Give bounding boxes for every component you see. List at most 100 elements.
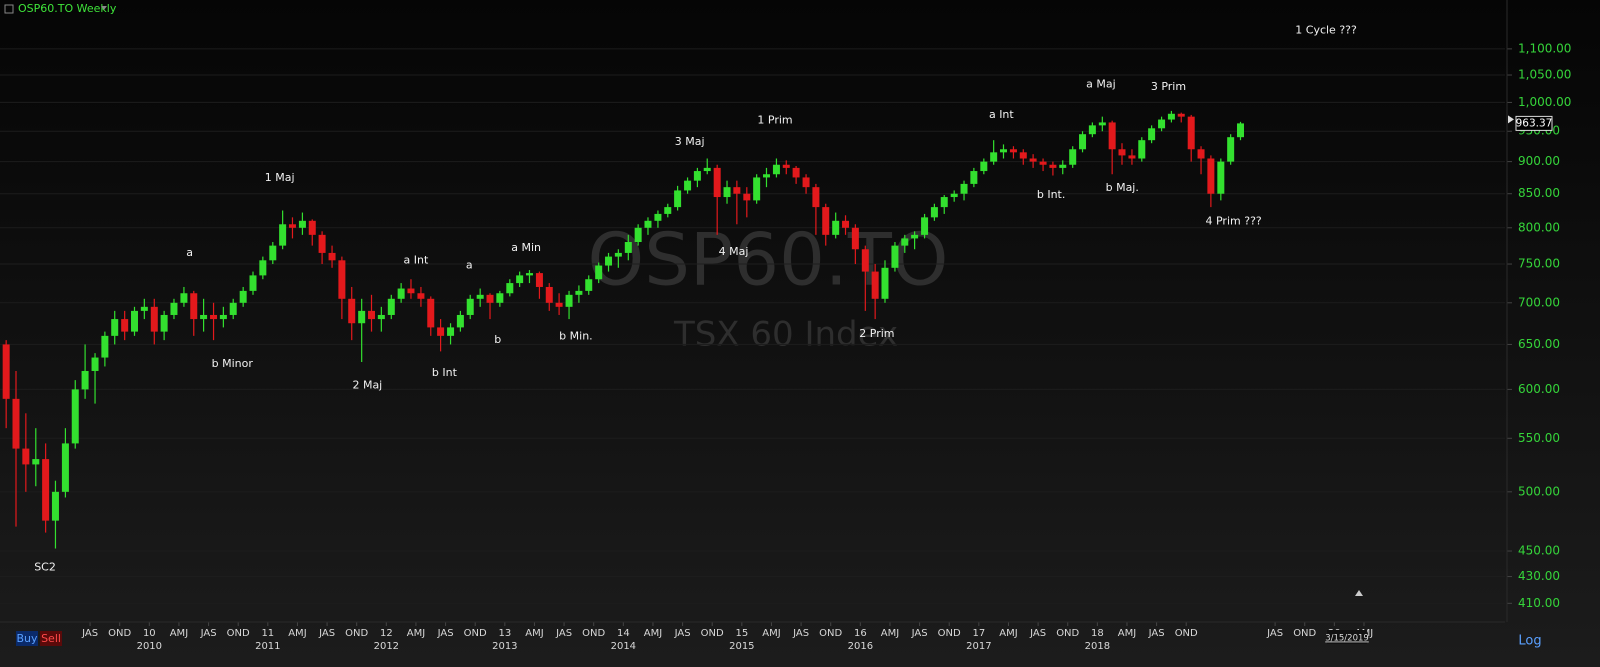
candle-body <box>496 293 504 303</box>
candle-body <box>328 252 336 261</box>
candle-body <box>1128 155 1136 159</box>
annotation: a Int <box>989 108 1014 121</box>
y-tick-label: 550.00 <box>1518 431 1560 445</box>
candle-body <box>229 302 237 315</box>
buy-button[interactable]: Buy <box>16 632 38 645</box>
candle-body <box>565 294 573 307</box>
candle-body <box>160 314 168 332</box>
x-tick-label: JAS <box>1266 628 1283 639</box>
y-tick-label: 450.00 <box>1518 544 1560 558</box>
last-price-pointer <box>1508 115 1514 124</box>
candle-body <box>753 177 761 201</box>
candle-body <box>990 152 998 162</box>
candle-body <box>634 227 642 243</box>
x-tick-label: AMJ <box>407 628 425 639</box>
scroll-marker[interactable] <box>1355 590 1363 596</box>
y-tick-label: 700.00 <box>1518 295 1560 309</box>
candle-body <box>466 298 474 315</box>
candle-body <box>1039 161 1047 165</box>
last-date: 3/15/2019 <box>1325 634 1369 644</box>
y-tick-label: 1,100.00 <box>1518 41 1571 55</box>
candle-body <box>713 167 721 198</box>
candle-body <box>1069 149 1077 165</box>
candle-body <box>210 314 218 320</box>
candle-body <box>348 298 356 324</box>
candle-body <box>1079 134 1087 150</box>
sell-button[interactable]: Sell <box>41 632 61 645</box>
candle-body <box>960 183 968 194</box>
candle-body <box>131 310 139 332</box>
x-tick-label: 12 <box>380 628 393 639</box>
candle-body <box>654 213 662 221</box>
candle-body <box>111 319 119 336</box>
candle-body <box>1177 113 1185 117</box>
candle-body <box>42 459 50 521</box>
x-tick-label: JAS <box>555 628 572 639</box>
candle-body <box>32 459 40 465</box>
candle-body <box>762 174 770 178</box>
x-tick-label: 10 <box>143 628 156 639</box>
y-tick-label: 800.00 <box>1518 220 1560 234</box>
candle-body <box>516 275 524 284</box>
candle-body <box>575 290 583 295</box>
scale-button[interactable]: Log <box>1518 634 1541 649</box>
candle-body <box>417 293 425 299</box>
labels: 410.00 430.00 450.00 500.00 550.00 600.00 650.… <box>34 23 1571 652</box>
chart-title[interactable]: OSP60.TO Weekly <box>18 2 117 15</box>
x-tick-label: OND <box>582 628 605 639</box>
x-tick-label: AMJ <box>644 628 662 639</box>
x-tick-label: AMJ <box>525 628 543 639</box>
candle-body <box>407 288 415 294</box>
candle-body <box>930 207 938 218</box>
candle-body <box>822 207 830 235</box>
x-tick-label: 13 <box>498 628 511 639</box>
candle-body <box>1236 123 1244 138</box>
x-year-label: 2014 <box>611 641 636 652</box>
candle-body <box>595 265 603 280</box>
sell-button-bg[interactable] <box>40 631 62 646</box>
candle-body <box>259 260 267 276</box>
candle-body <box>318 234 326 253</box>
x-year-label: 2012 <box>374 641 399 652</box>
candle-body <box>456 314 464 328</box>
x-tick-label: AMJ <box>288 628 306 639</box>
candle-body <box>1158 119 1166 129</box>
candles <box>2 110 1244 549</box>
annotation: b Int <box>432 366 458 379</box>
candle-body <box>1049 164 1057 168</box>
y-tick-label: 900.00 <box>1518 154 1560 168</box>
y-tick-label: 1,050.00 <box>1518 68 1571 82</box>
candle-body <box>377 314 385 320</box>
candle-body <box>743 193 751 201</box>
x-tick-label: OND <box>1175 628 1198 639</box>
x-tick-label: OND <box>1056 628 1079 639</box>
candle-body <box>1108 122 1116 150</box>
candle-body <box>1098 122 1106 126</box>
x-tick-label: 18 <box>1091 628 1104 639</box>
x-tick-label: OND <box>227 628 250 639</box>
candle-body <box>486 294 494 303</box>
x-year-label: 2010 <box>137 641 162 652</box>
candle-body <box>980 161 988 172</box>
candle-body <box>772 164 780 175</box>
x-tick-label: 15 <box>735 628 748 639</box>
candle-body <box>812 187 820 208</box>
symbol-icon <box>4 4 14 14</box>
last-price: 963.37 <box>1516 117 1553 129</box>
annotation: 4 Prim ??? <box>1206 214 1262 227</box>
x-tick-label: JAS <box>1029 628 1046 639</box>
candle-body <box>842 220 850 228</box>
annotation: 3 Prim <box>1151 80 1186 93</box>
x-tick-label: AMJ <box>881 628 899 639</box>
x-tick-label: JAS <box>200 628 217 639</box>
x-tick-label: OND <box>819 628 842 639</box>
x-year-label: 2016 <box>848 641 873 652</box>
buy-button-bg[interactable] <box>16 631 38 646</box>
y-tick-label: 850.00 <box>1518 186 1560 200</box>
annotation: 3 Maj <box>675 135 705 148</box>
title-dropdown[interactable] <box>101 6 107 10</box>
candle-body <box>940 197 948 208</box>
candle-body <box>1138 140 1146 159</box>
